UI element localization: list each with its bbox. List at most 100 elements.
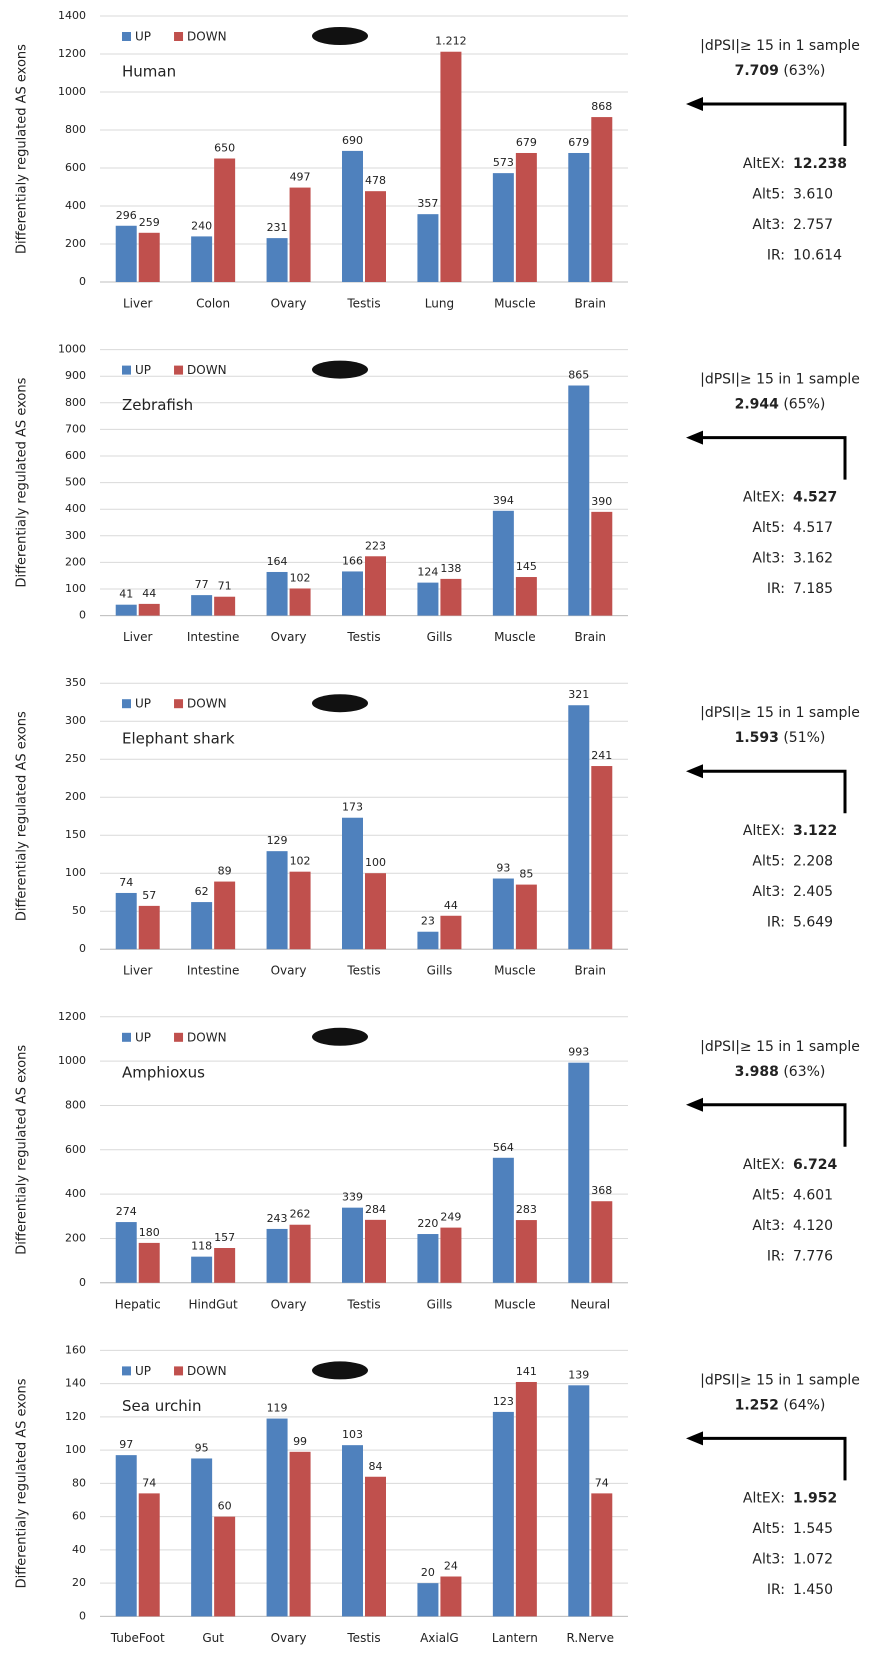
y-tick-label: 160 (65, 1343, 86, 1356)
bar (116, 605, 137, 616)
stat-label: AltEX: (743, 1490, 785, 1506)
bar (116, 1455, 137, 1616)
stat-value: 7.776 (793, 1248, 833, 1264)
y-tick-label: 800 (65, 123, 86, 136)
y-tick-label: 400 (65, 199, 86, 212)
bar (365, 556, 386, 615)
y-tick-label: 400 (65, 1187, 86, 1200)
value-label: 93 (496, 862, 510, 875)
stat-value: 6.724 (793, 1157, 838, 1173)
bar (267, 572, 288, 616)
stat-label: Alt5: (752, 1187, 785, 1203)
x-tick-label: Muscle (494, 964, 536, 978)
arrow (700, 438, 845, 480)
stat-label: Alt3: (752, 884, 785, 900)
x-tick-label: Ovary (271, 1297, 307, 1311)
y-tick-label: 200 (65, 1231, 86, 1244)
bar (365, 873, 386, 949)
bar (417, 1583, 438, 1616)
species-icon (312, 1028, 368, 1046)
bar (591, 766, 612, 949)
y-tick-label: 0 (79, 609, 86, 622)
value-label: 44 (444, 899, 458, 912)
bar (139, 604, 160, 616)
y-axis-label: Differentialy regulated AS exons (15, 377, 30, 587)
x-tick-label: Testis (346, 1631, 380, 1645)
value-label: 20 (421, 1566, 435, 1579)
figure: Differentialy regulated AS exons02004006… (0, 0, 889, 1668)
stat-label: IR: (767, 581, 785, 597)
bar (591, 1201, 612, 1283)
bar (139, 233, 160, 282)
x-tick-label: Liver (123, 297, 153, 311)
y-tick-label: 0 (79, 1609, 86, 1622)
arrow-head (686, 1431, 703, 1445)
stat-label: IR: (767, 1582, 785, 1598)
stat-value: 2.757 (793, 217, 833, 233)
bar (214, 882, 235, 950)
bar (516, 1382, 537, 1616)
x-tick-label: Gut (202, 1631, 224, 1645)
stat-value: 7.185 (793, 581, 833, 597)
stat-value: 10.614 (793, 248, 842, 264)
bar (267, 851, 288, 949)
y-tick-label: 600 (65, 161, 86, 174)
legend-swatch (174, 32, 183, 41)
arrow-head (686, 97, 703, 111)
legend-label: UP (135, 1364, 151, 1378)
value-label: 1.212 (435, 35, 467, 48)
bar (214, 1248, 235, 1283)
value-label: 478 (365, 174, 386, 187)
value-label: 145 (516, 560, 537, 573)
value-label: 118 (191, 1240, 212, 1253)
y-tick-label: 300 (65, 714, 86, 727)
value-label: 679 (568, 136, 589, 149)
bar (440, 916, 461, 949)
x-tick-label: Ovary (271, 297, 307, 311)
value-label: 141 (516, 1365, 537, 1378)
stat-value: 4.517 (793, 520, 833, 536)
value-label: 321 (568, 688, 589, 701)
bar (417, 583, 438, 616)
y-tick-label: 0 (79, 942, 86, 955)
stat-label: Alt5: (752, 1521, 785, 1537)
value-label: 138 (440, 562, 461, 575)
value-label: 573 (493, 156, 514, 169)
legend-swatch (122, 32, 131, 41)
value-label: 865 (568, 369, 589, 382)
stat-value: 1.545 (793, 1521, 833, 1537)
stat-label: Alt5: (752, 187, 785, 203)
total-percent: (63%) (783, 63, 825, 79)
stat-value: 4.601 (793, 1187, 833, 1203)
chart-panel: Differentialy regulated AS exons05010015… (15, 676, 860, 978)
value-label: 220 (417, 1217, 438, 1230)
legend-swatch (174, 699, 183, 708)
bar (365, 191, 386, 282)
stat-label: IR: (767, 915, 785, 931)
species-icon (312, 361, 368, 379)
stat-label: Alt3: (752, 217, 785, 233)
value-label: 564 (493, 1141, 514, 1154)
legend-swatch (122, 1366, 131, 1375)
bar (191, 595, 212, 615)
value-label: 23 (421, 915, 435, 928)
y-tick-label: 140 (65, 1377, 86, 1390)
x-tick-label: Intestine (187, 964, 240, 978)
y-tick-label: 600 (65, 1143, 86, 1156)
value-label: 85 (519, 868, 533, 881)
stat-label: AltEX: (743, 823, 785, 839)
stat-label: Alt3: (752, 551, 785, 567)
x-tick-label: Intestine (187, 630, 240, 644)
value-label: 284 (365, 1203, 386, 1216)
stat-label: Alt5: (752, 520, 785, 536)
y-tick-label: 1000 (58, 1054, 86, 1067)
x-tick-label: HindGut (189, 1297, 238, 1311)
bar (116, 893, 137, 949)
stat-value: 5.649 (793, 915, 833, 931)
stat-value: 12.238 (793, 156, 847, 172)
bar (191, 1257, 212, 1283)
legend-label: DOWN (187, 1030, 227, 1044)
bar (568, 1385, 589, 1616)
x-tick-label: Muscle (494, 297, 536, 311)
y-tick-label: 150 (65, 828, 86, 841)
